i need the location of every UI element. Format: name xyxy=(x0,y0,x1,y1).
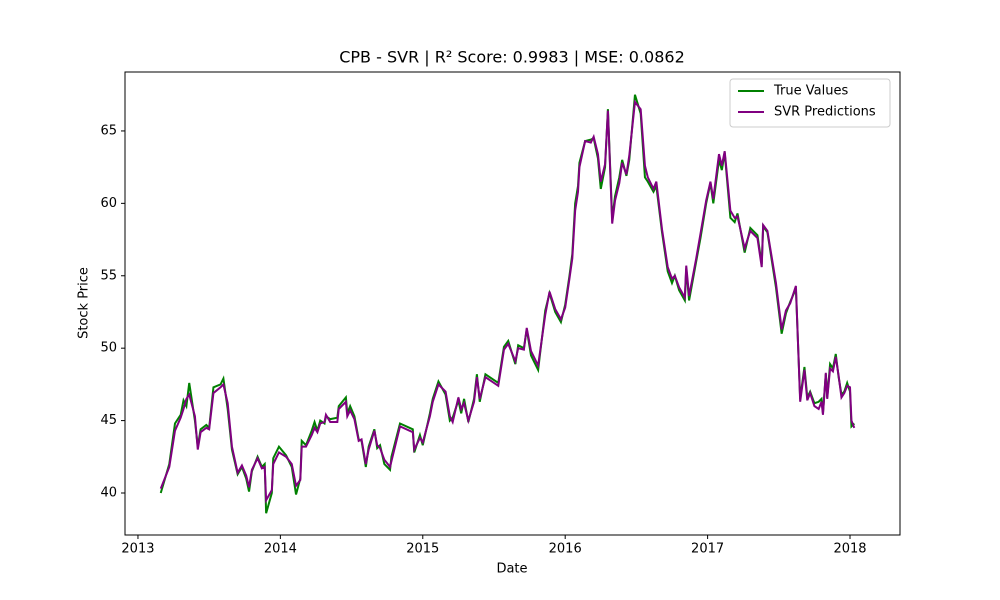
x-tick-label: 2018 xyxy=(833,542,866,557)
x-tick-label: 2017 xyxy=(691,542,724,557)
x-tick-label: 2014 xyxy=(264,542,297,557)
series-line xyxy=(159,99,856,504)
x-tick-label: 2015 xyxy=(406,542,439,557)
legend-box xyxy=(729,78,891,128)
y-tick-label: 40 xyxy=(100,486,117,501)
y-tick-label: 55 xyxy=(100,268,117,283)
y-tick-label: 45 xyxy=(100,413,117,428)
legend-label: SVR Predictions xyxy=(774,105,876,120)
x-axis-label: Date xyxy=(496,562,527,577)
y-tick-label: 60 xyxy=(100,196,117,211)
y-tick-label: 50 xyxy=(100,341,117,356)
y-tick-label: 65 xyxy=(100,123,117,138)
x-tick-label: 2013 xyxy=(121,542,154,557)
plot-frame xyxy=(124,71,901,536)
legend-label: True Values xyxy=(773,84,848,99)
x-tick-label: 2016 xyxy=(549,542,582,557)
chart-title: CPB - SVR | R² Score: 0.9983 | MSE: 0.08… xyxy=(339,48,685,67)
y-axis-label: Stock Price xyxy=(77,267,92,339)
